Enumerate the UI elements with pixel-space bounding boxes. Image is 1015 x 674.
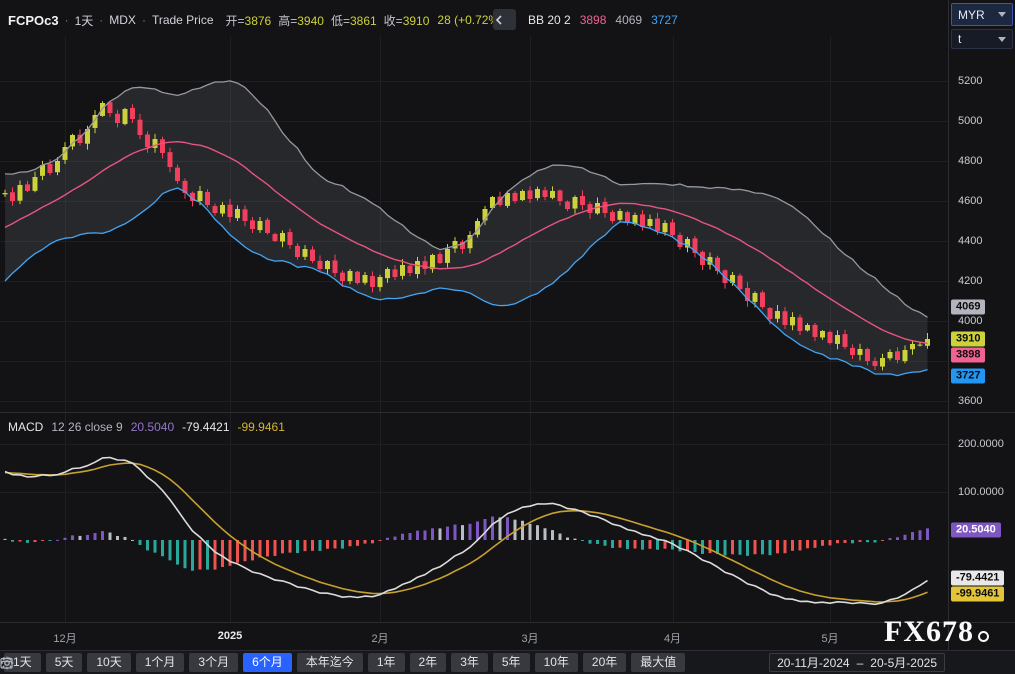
- back-button[interactable]: [493, 9, 516, 30]
- unit-value: t: [958, 32, 961, 46]
- interval-label[interactable]: 1天: [75, 12, 94, 29]
- bb-upper-value: 4069: [615, 13, 642, 27]
- high-label: 高=: [278, 14, 297, 28]
- open-value: 3876: [245, 14, 272, 28]
- date-to: 20-5月-2025: [870, 654, 937, 671]
- close-value: 3910: [403, 14, 430, 28]
- main-price-chart[interactable]: [0, 36, 948, 412]
- range-button-6[interactable]: 6个月: [243, 653, 292, 672]
- axis-tick-label: 200.0000: [958, 437, 1004, 451]
- range-button-11[interactable]: 5年: [493, 653, 530, 672]
- range-button-14[interactable]: 最大值: [631, 653, 685, 672]
- range-button-12[interactable]: 10年: [535, 653, 578, 672]
- chart-legend: FCPOc3 · 1天 · MDX · Trade Price 开=3876 高…: [8, 10, 503, 30]
- price-tag-bb-middle: 3898: [951, 348, 985, 363]
- currency-select[interactable]: MYR: [951, 3, 1013, 26]
- low-value: 3861: [350, 14, 377, 28]
- date-from: 20-11月-2024: [777, 654, 850, 671]
- axis-tick-label: 4600: [958, 194, 982, 208]
- macd-title: MACD: [8, 420, 43, 434]
- range-button-2[interactable]: 5天: [46, 653, 83, 672]
- axis-tick-label: 5000: [958, 114, 982, 128]
- bb-label: BB 20 2: [528, 13, 571, 27]
- range-button-5[interactable]: 3个月: [189, 653, 238, 672]
- range-button-8[interactable]: 1年: [368, 653, 405, 672]
- time-axis-label: 2月: [371, 630, 388, 646]
- axis-tick-label: 4200: [958, 274, 982, 288]
- open-label: 开=: [226, 14, 245, 28]
- date-separator: –: [857, 656, 864, 670]
- price-tag-bb-lower: 3727: [951, 368, 985, 383]
- exchange-label: MDX: [109, 13, 136, 27]
- chevron-down-icon: [998, 12, 1006, 17]
- range-button-10[interactable]: 3年: [451, 653, 488, 672]
- axis-tick-label: 4800: [958, 154, 982, 168]
- pane-separator[interactable]: [0, 412, 1015, 413]
- low-label: 低=: [331, 14, 350, 28]
- macd-hist-value: 20.5040: [131, 420, 174, 434]
- bb-indicator-legend[interactable]: BB 20 2 3898 4069 3727: [528, 13, 678, 27]
- trading-chart-app: FCPOc3 · 1天 · MDX · Trade Price 开=3876 高…: [0, 0, 1015, 674]
- range-button-13[interactable]: 20年: [583, 653, 626, 672]
- fx678-watermark: FX678: [884, 615, 989, 649]
- calendar-icon: [0, 656, 13, 669]
- symbol-name[interactable]: FCPOc3: [8, 13, 59, 28]
- high-value: 3940: [297, 14, 324, 28]
- settings-gear-button[interactable]: [690, 653, 714, 672]
- separator-dot: ·: [142, 13, 146, 27]
- range-button-4[interactable]: 1个月: [136, 653, 185, 672]
- macd-params: 12 26 close 9: [51, 420, 122, 434]
- price-type-label: Trade Price: [152, 13, 214, 27]
- close-label: 收=: [384, 14, 403, 28]
- separator-dot: ·: [65, 13, 69, 27]
- chevron-left-icon: [493, 13, 505, 27]
- macd-line-value: -79.4421: [182, 420, 229, 434]
- macd-hist-tag: 20.5040: [951, 523, 1001, 538]
- bb-lower-value: 3727: [651, 13, 678, 27]
- axis-tick-label: 4400: [958, 234, 982, 248]
- currency-value: MYR: [958, 8, 985, 22]
- axis-tick-label: 3600: [958, 394, 982, 408]
- time-axis-label: 5月: [821, 630, 838, 646]
- axis-tick-label: 5200: [958, 74, 982, 88]
- macd-signal-tag: -99.9461: [951, 587, 1004, 602]
- axis-tick-label: 100.0000: [958, 485, 1004, 499]
- macd-signal-value: -99.9461: [238, 420, 285, 434]
- bottom-toolbar: 1天5天10天1个月3个月6个月本年迄今1年2年3年5年10年20年最大值 20…: [0, 650, 1015, 674]
- time-axis-label: 2025: [218, 630, 242, 642]
- watermark-text: FX678: [884, 615, 974, 649]
- watermark-ring-icon: [978, 631, 989, 642]
- price-tag-last: 3910: [951, 332, 985, 347]
- time-axis-label: 3月: [521, 630, 538, 646]
- time-axis-label: 4月: [664, 630, 681, 646]
- axis-tick-label: 4000: [958, 314, 982, 328]
- macd-chart[interactable]: [0, 413, 948, 622]
- unit-select[interactable]: t: [951, 29, 1013, 49]
- time-axis[interactable]: 12月 2025 2月 3月 4月 5月: [0, 623, 1015, 650]
- macd-indicator-legend[interactable]: MACD 12 26 close 9 20.5040 -79.4421 -99.…: [8, 420, 285, 434]
- time-axis-label: 12月: [53, 630, 76, 646]
- price-axis[interactable]: MYR t 5200 5000 4800 4600 4400 4200 4000 3600 20…: [948, 0, 1015, 650]
- ohlc-values: 开=3876 高=3940 低=3861 收=3910: [226, 12, 430, 29]
- chevron-down-icon: [998, 37, 1006, 42]
- bb-middle-value: 3898: [580, 13, 607, 27]
- range-buttons: 1天5天10天1个月3个月6个月本年迄今1年2年3年5年10年20年最大值: [4, 653, 685, 672]
- range-button-3[interactable]: 10天: [87, 653, 130, 672]
- date-range-picker[interactable]: 20-11月-2024 – 20-5月-2025: [769, 653, 945, 672]
- macd-line-tag: -79.4421: [951, 571, 1004, 586]
- range-button-7[interactable]: 本年迄今: [297, 653, 363, 672]
- range-button-9[interactable]: 2年: [410, 653, 447, 672]
- separator-dot: ·: [99, 13, 103, 27]
- price-tag-bb-upper: 4069: [951, 300, 985, 315]
